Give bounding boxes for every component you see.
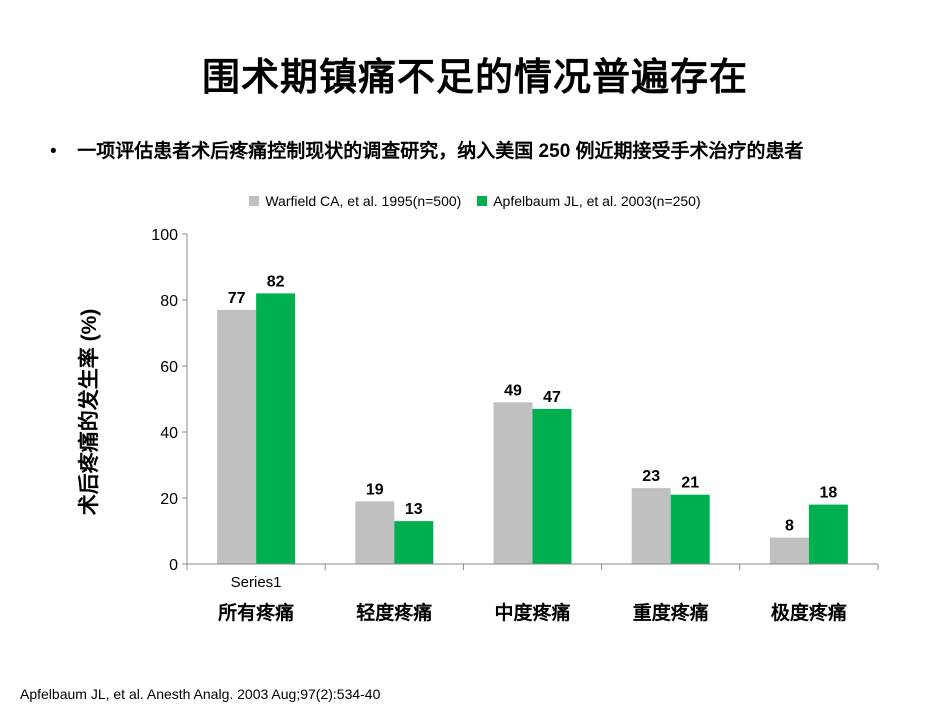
- y-tick-label-80: 80: [160, 293, 178, 310]
- bar-series-1-0: [217, 309, 257, 564]
- y-tick-label-0: 0: [169, 557, 178, 574]
- bar-series-1-1: [355, 501, 395, 564]
- chart-legend: Warfield CA, et al. 1995(n=500) Apfelbau…: [0, 193, 950, 209]
- category-label-4: 极度疼痛: [771, 601, 847, 624]
- category-label-1: 轻度疼痛: [356, 601, 432, 624]
- data-label-series-2-3: 21: [681, 475, 699, 492]
- bar-series-1-4: [769, 537, 809, 564]
- data-label-series-1-2: 49: [504, 382, 522, 399]
- bar-series-2-2: [532, 408, 572, 564]
- legend-label-series-2: Apfelbaum JL, et al. 2003(n=250): [493, 193, 701, 209]
- x-axis-note: Series1: [231, 574, 282, 591]
- legend-swatch-series-1: [249, 196, 260, 206]
- y-tick-label-100: 100: [151, 227, 178, 244]
- data-label-series-1-1: 19: [366, 481, 384, 498]
- data-label-series-1-3: 23: [642, 468, 660, 485]
- legend-item-series-2: Apfelbaum JL, et al. 2003(n=250): [477, 193, 701, 209]
- data-label-series-2-2: 47: [543, 389, 561, 406]
- data-label-series-1-4: 8: [785, 518, 794, 535]
- bar-series-2-1: [394, 521, 434, 564]
- bar-series-2-3: [670, 494, 710, 564]
- slide-title: 围术期镇痛不足的情况普遍存在: [201, 57, 748, 99]
- bar-series-1-2: [493, 402, 533, 564]
- data-label-series-2-4: 18: [820, 485, 838, 502]
- y-tick-label-20: 20: [160, 491, 178, 508]
- legend-label-series-1: Warfield CA, et al. 1995(n=500): [265, 193, 462, 209]
- legend-swatch-series-2: [477, 196, 488, 206]
- category-label-0: 所有疼痛: [218, 601, 294, 624]
- y-tick-label-40: 40: [160, 425, 178, 442]
- bullet-text: 一项评估患者术后疼痛控制现状的调查研究，纳入美国 250 例近期接受手术治疗的患…: [77, 141, 804, 162]
- bar-series-2-4: [808, 504, 848, 564]
- bullet-point: • 一项评估患者术后疼痛控制现状的调查研究，纳入美国 250 例近期接受手术治疗…: [50, 136, 930, 163]
- citation: Apfelbaum JL, et al. Anesth Analg. 2003 …: [20, 686, 381, 702]
- data-label-series-2-0: 82: [267, 273, 285, 290]
- data-label-series-1-0: 77: [228, 290, 246, 307]
- legend-item-series-1: Warfield CA, et al. 1995(n=500): [249, 193, 461, 209]
- bar-series-1-3: [631, 488, 671, 564]
- category-label-2: 中度疼痛: [494, 601, 570, 624]
- category-label-3: 重度疼痛: [633, 601, 709, 624]
- y-tick-label-60: 60: [160, 359, 178, 376]
- bullet-marker: •: [50, 141, 57, 162]
- data-label-series-2-1: 13: [405, 501, 423, 518]
- bar-series-2-0: [256, 293, 296, 564]
